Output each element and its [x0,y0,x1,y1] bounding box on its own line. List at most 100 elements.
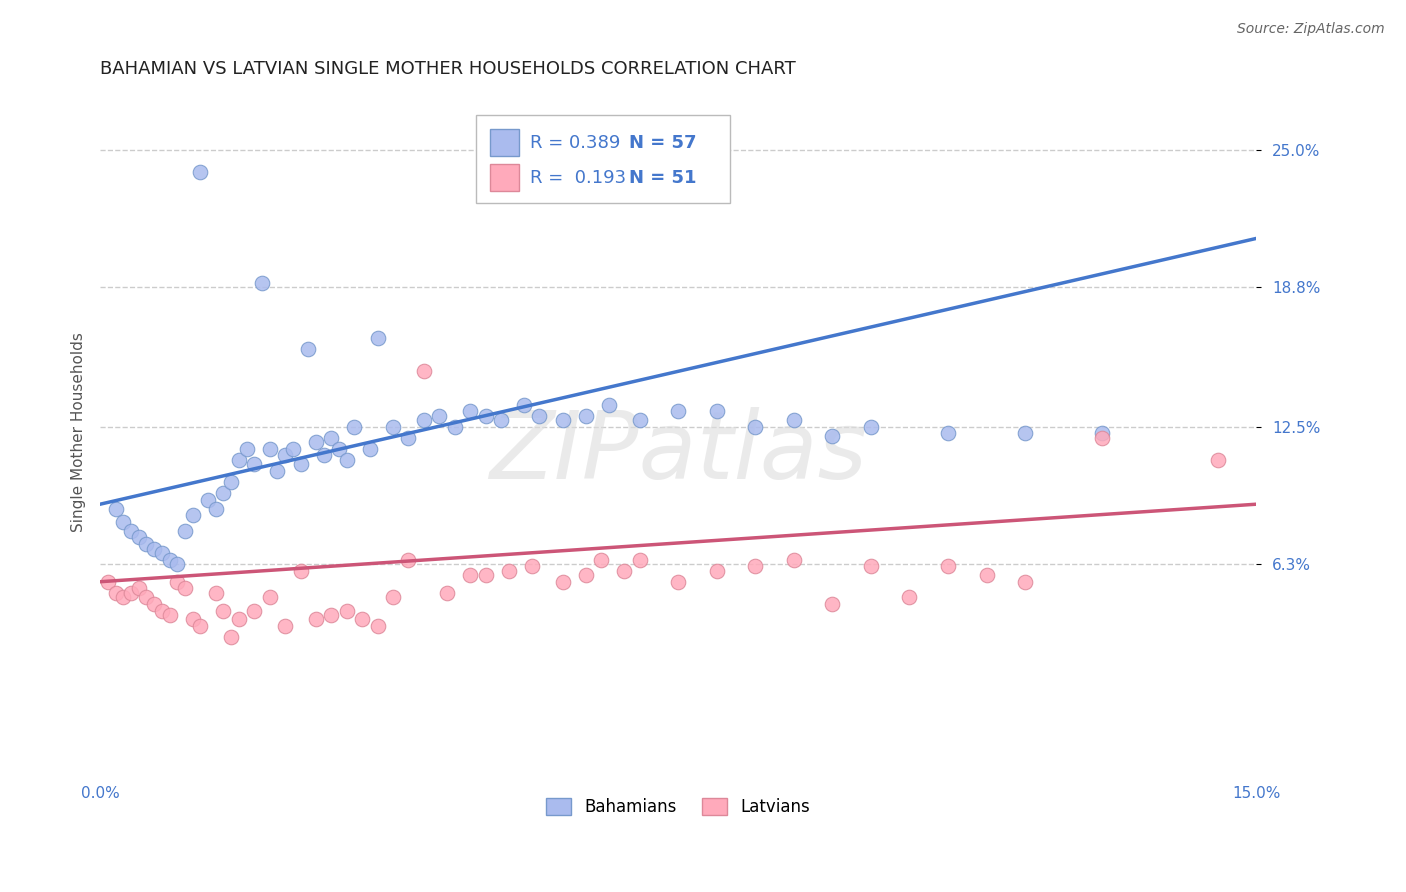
Point [328,442,350,456]
Point [212,603,235,617]
Point [150,546,173,560]
Point [398,552,420,566]
Text: R =  0.193: R = 0.193 [530,169,626,187]
Point [166,557,188,571]
Point [188,165,211,179]
FancyBboxPatch shape [489,164,519,192]
Point [219,630,242,644]
Point [336,603,359,617]
Point [281,442,304,456]
Point [744,419,766,434]
Point [243,603,266,617]
Point [259,442,281,456]
Point [104,586,127,600]
Point [228,453,250,467]
Point [1014,574,1036,589]
Point [412,364,434,378]
Point [575,409,598,423]
Point [489,413,512,427]
Point [235,442,257,456]
FancyBboxPatch shape [489,129,519,156]
Point [166,574,188,589]
Text: N = 57: N = 57 [628,134,696,152]
Point [219,475,242,489]
Point [104,501,127,516]
Point [821,597,844,611]
Point [859,419,882,434]
Point [458,568,481,582]
Point [598,398,620,412]
Point [474,409,496,423]
Point [128,582,150,596]
Point [976,568,998,582]
Point [367,619,389,633]
Point [204,501,226,516]
Point [181,612,204,626]
Point [628,413,651,427]
Point [666,574,689,589]
Point [458,404,481,418]
Y-axis label: Single Mother Households: Single Mother Households [72,333,86,533]
Point [290,564,312,578]
Point [551,574,574,589]
Point [359,442,381,456]
Point [297,342,319,356]
Point [305,435,328,450]
Point [112,591,135,605]
Point [228,612,250,626]
Point [143,541,166,556]
Point [529,409,551,423]
Point [1014,426,1036,441]
Point [551,413,574,427]
Point [290,458,312,472]
Point [274,619,297,633]
Point [97,574,120,589]
Point [575,568,598,582]
Point [859,559,882,574]
Point [128,530,150,544]
FancyBboxPatch shape [475,115,730,202]
Point [135,537,157,551]
Point [150,603,173,617]
Point [174,524,197,538]
Legend: Bahamians, Latvians: Bahamians, Latvians [540,791,817,822]
Point [188,619,211,633]
Text: BAHAMIAN VS LATVIAN SINGLE MOTHER HOUSEHOLDS CORRELATION CHART: BAHAMIAN VS LATVIAN SINGLE MOTHER HOUSEH… [100,60,796,78]
Point [666,404,689,418]
Point [1206,453,1229,467]
Point [250,276,273,290]
Point [204,586,226,600]
Point [135,591,157,605]
Point [613,564,636,578]
Point [367,331,389,345]
Text: R = 0.389: R = 0.389 [530,134,620,152]
Point [321,431,343,445]
Point [181,508,204,523]
Point [174,582,197,596]
Point [427,409,450,423]
Point [936,426,959,441]
Point [498,564,520,578]
Point [898,591,921,605]
Point [936,559,959,574]
Point [474,568,496,582]
Point [1091,426,1114,441]
Point [212,486,235,500]
Point [783,552,806,566]
Point [321,607,343,622]
Point [382,419,405,434]
Point [259,591,281,605]
Point [591,552,613,566]
Point [143,597,166,611]
Point [305,612,328,626]
Point [112,515,135,529]
Point [120,524,142,538]
Text: Source: ZipAtlas.com: Source: ZipAtlas.com [1237,22,1385,37]
Point [706,564,728,578]
Point [520,559,543,574]
Point [243,458,266,472]
Point [336,453,359,467]
Point [443,419,465,434]
Point [382,591,405,605]
Point [412,413,434,427]
